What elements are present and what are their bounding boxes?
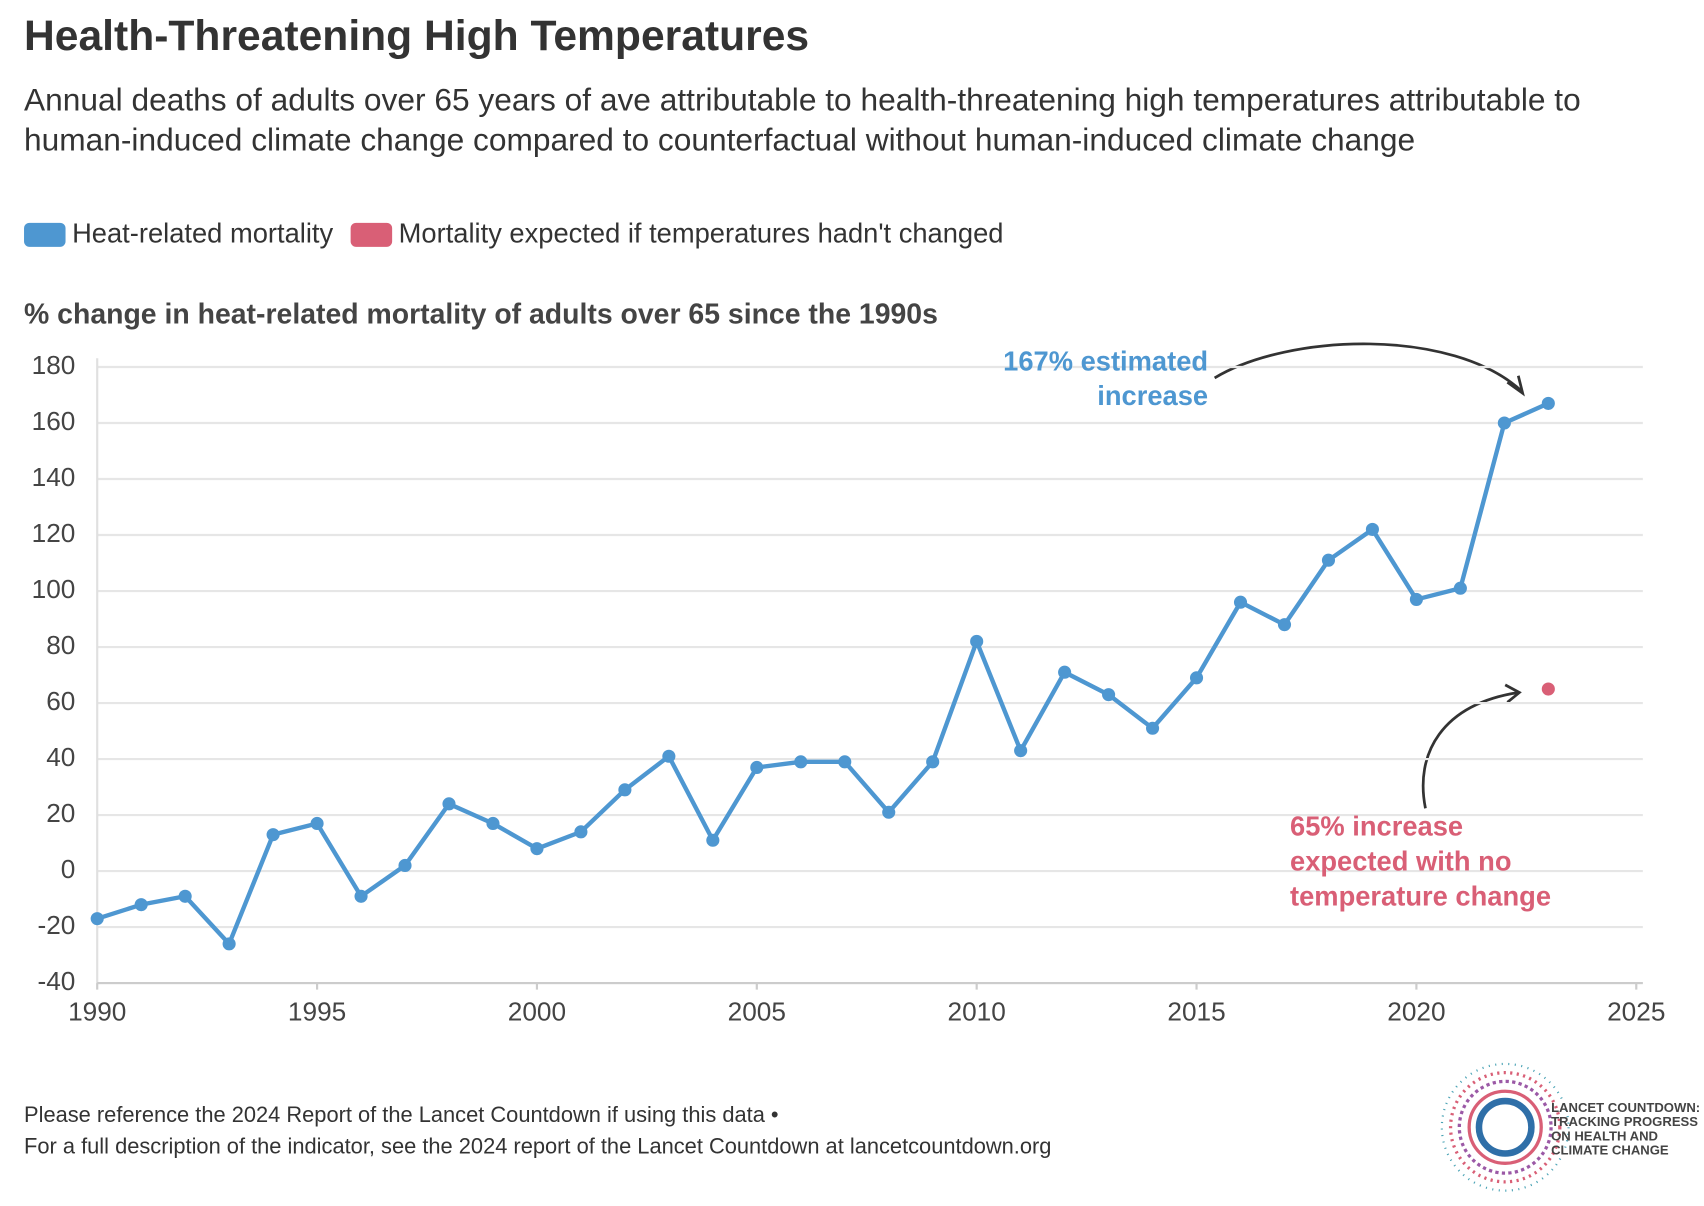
logo: LANCET COUNTDOWN: TRACKING PROGRESS ON H… <box>1440 1062 1700 1192</box>
data-point <box>222 937 236 951</box>
x-tick-label: 2020 <box>1387 997 1445 1027</box>
data-point <box>706 833 720 847</box>
subtitle: Annual deaths of adults over 65 years of… <box>24 83 1581 159</box>
data-point <box>1277 618 1292 632</box>
data-point <box>310 816 324 831</box>
y-tick-label: 120 <box>32 518 76 548</box>
logo-ring <box>1457 1079 1553 1175</box>
footer: Please reference the 2024 Report of the … <box>24 1103 779 1128</box>
data-point <box>794 755 808 769</box>
y-tick-label: 0 <box>61 854 76 884</box>
title: Health-Threatening High Temperatures <box>24 13 810 61</box>
data-point <box>530 842 544 856</box>
y-tick-label: -20 <box>37 910 75 940</box>
logo-ring <box>1475 1097 1535 1157</box>
data-point <box>838 755 852 769</box>
x-tick-label: 2000 <box>508 997 566 1027</box>
data-point <box>1409 592 1423 606</box>
arrow <box>1213 342 1523 393</box>
data-point <box>354 889 368 903</box>
legend-item: Mortality expected if temperatures hadn'… <box>350 218 1004 250</box>
x-tick-label: 2015 <box>1167 997 1225 1027</box>
x-tick-label: 2005 <box>728 997 786 1027</box>
data-point <box>398 858 412 873</box>
data-point <box>442 797 456 811</box>
y-tick-label: 20 <box>46 798 75 828</box>
data-point <box>1453 581 1467 595</box>
legend: Heat-related mortality Mortality expected… <box>24 218 1003 250</box>
data-point <box>1541 396 1555 410</box>
x-tick-label: 2025 <box>1607 997 1665 1027</box>
legend-swatch <box>350 222 393 247</box>
data-point <box>486 816 500 831</box>
logo-text: CLIMATE CHANGE <box>1551 1143 1669 1158</box>
footer: For a full description of the indicator,… <box>24 1134 1052 1159</box>
y-tick-label: 80 <box>46 630 75 660</box>
y-tick-label: 180 <box>32 350 76 380</box>
annotation: 167% estimated increase <box>1003 346 1209 412</box>
data-point <box>1541 682 1555 696</box>
y-tick-label: 60 <box>46 686 75 716</box>
x-tick-label: 2010 <box>948 997 1006 1027</box>
y-tick-label: -40 <box>37 966 75 996</box>
logo-ring <box>1440 1062 1570 1192</box>
data-point <box>1014 744 1028 758</box>
x-tick-label: 1990 <box>68 997 126 1027</box>
data-point <box>1497 416 1511 430</box>
data-point <box>662 749 676 763</box>
data-point <box>1365 522 1379 536</box>
legend-item: Heat-related mortality <box>24 218 333 250</box>
legend-label: Heat-related mortality <box>72 218 334 250</box>
x-tick-label: 1995 <box>288 997 346 1027</box>
data-point <box>750 760 764 775</box>
series-line <box>96 401 1550 947</box>
annotation: 65% increase expected with no temperatur… <box>1290 811 1552 913</box>
logo-text: LANCET COUNTDOWN: <box>1551 1100 1700 1115</box>
data-point <box>90 912 104 926</box>
y-tick-label: 40 <box>46 742 75 772</box>
data-point <box>1321 553 1336 567</box>
data-point <box>882 805 896 819</box>
data-point <box>1058 665 1072 679</box>
arrow-head <box>1504 683 1522 704</box>
data-point <box>970 634 984 648</box>
data-point <box>1233 595 1248 609</box>
data-point <box>266 828 280 842</box>
data-point <box>1189 671 1204 685</box>
data-point <box>618 783 632 797</box>
data-point <box>926 755 940 769</box>
legend-swatch <box>24 222 66 247</box>
logo-text: TRACKING PROGRESS <box>1551 1114 1698 1129</box>
logo-ring <box>1467 1089 1543 1165</box>
arrow <box>1421 691 1519 809</box>
axis-title: % change in heat-related mortality of ad… <box>24 297 938 330</box>
data-point <box>1102 688 1116 702</box>
data-point <box>178 889 192 903</box>
y-tick-label: 160 <box>32 406 76 436</box>
data-point <box>574 825 588 839</box>
logo-ring <box>1448 1071 1562 1184</box>
logo-text: ON HEALTH AND <box>1551 1128 1658 1143</box>
data-point <box>134 898 148 912</box>
y-tick-label: 100 <box>32 574 76 604</box>
y-tick-label: 140 <box>32 462 76 492</box>
arrow-head <box>1506 375 1525 397</box>
data-point <box>1146 721 1160 735</box>
legend-label: Mortality expected if temperatures hadn'… <box>398 218 1004 250</box>
